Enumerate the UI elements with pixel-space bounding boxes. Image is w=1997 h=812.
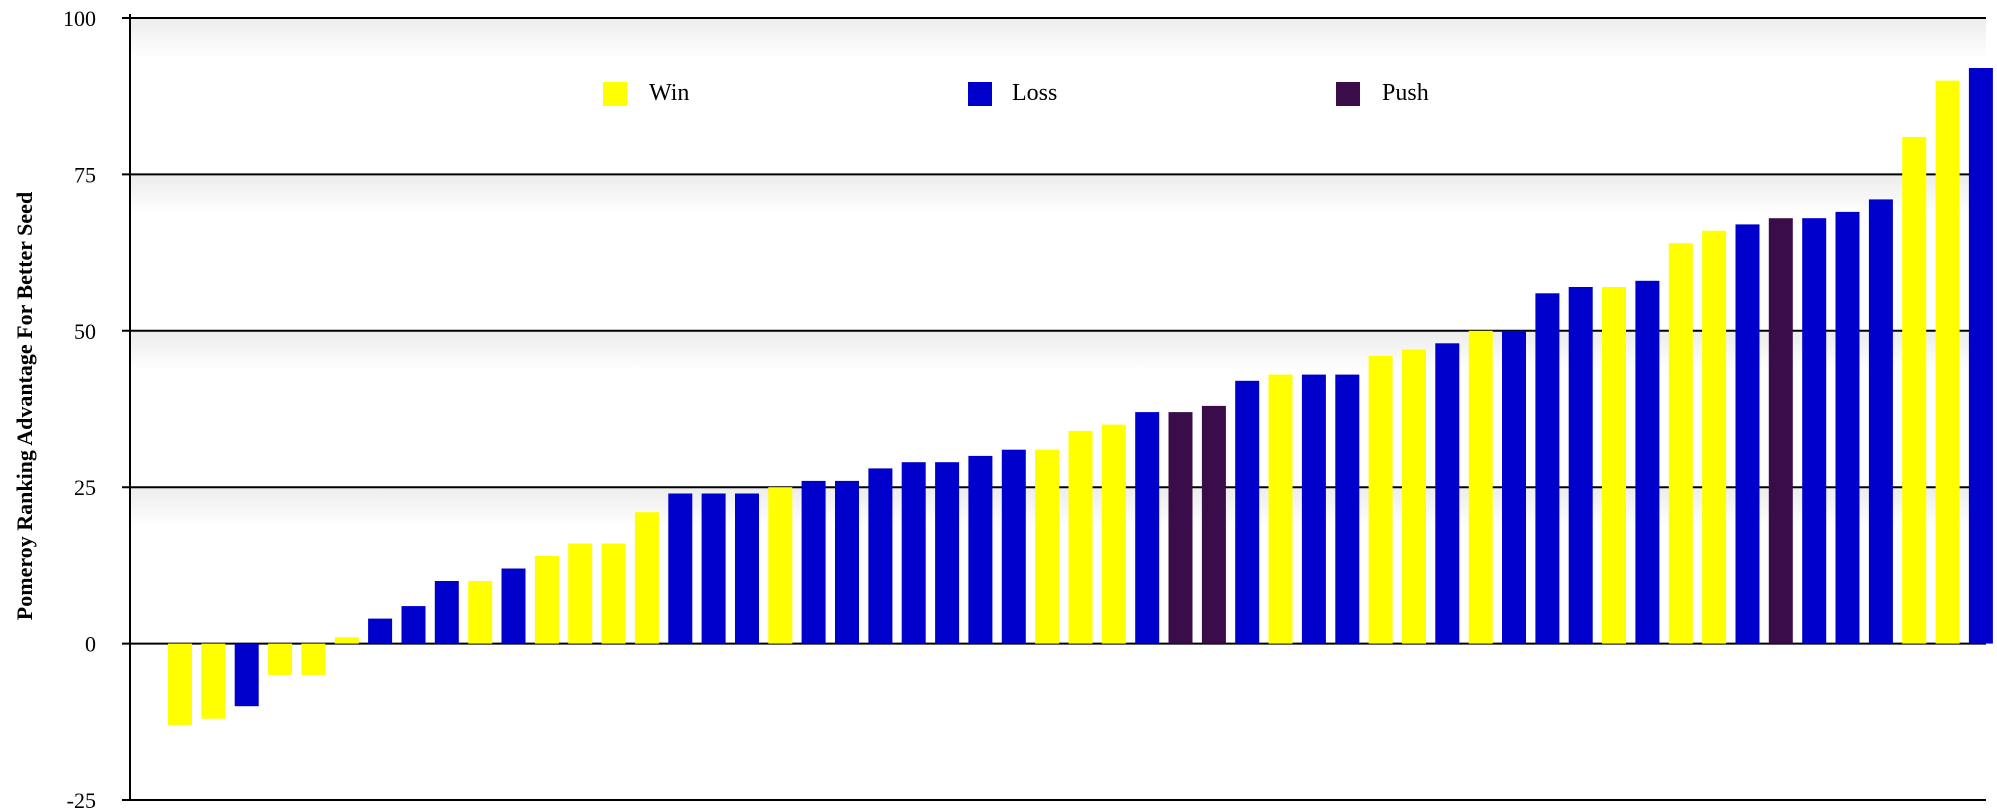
legend-swatch-push: [1336, 82, 1360, 106]
y-tick-label: 0: [85, 632, 96, 657]
bars: [168, 68, 1993, 725]
bar: [601, 543, 626, 644]
grid-band: [130, 18, 1986, 58]
bar: [1802, 218, 1827, 644]
legend-label-push: Push: [1382, 80, 1429, 106]
legend-label-loss: Loss: [1012, 80, 1057, 106]
legend-item-win: Win: [603, 80, 689, 106]
bar: [1835, 211, 1860, 644]
bar: [234, 643, 259, 707]
bar: [1768, 218, 1793, 644]
bar: [401, 606, 426, 644]
bar: [1301, 374, 1326, 644]
y-tick-label: -25: [67, 788, 96, 812]
bar: [501, 568, 526, 644]
bar: [301, 643, 326, 675]
legend-swatch-win: [603, 82, 627, 106]
bar: [1935, 80, 1960, 644]
bar: [668, 493, 693, 644]
bar: [1868, 199, 1893, 644]
bar: [1335, 374, 1360, 644]
bar: [1168, 412, 1193, 644]
bar: [334, 637, 359, 644]
legend: Win Loss Push: [603, 80, 1429, 106]
bar: [968, 455, 993, 644]
bar: [168, 643, 192, 725]
bar: [634, 512, 659, 644]
bar: [268, 643, 293, 675]
y-axis-ticks: -25 0 25 50 75 100: [63, 6, 96, 812]
bar: [1635, 280, 1660, 644]
bar: [1068, 430, 1093, 644]
bar: [768, 487, 793, 644]
bar: [1735, 224, 1760, 644]
y-tick-label: 100: [63, 6, 96, 31]
bar: [801, 480, 826, 644]
bar: [434, 581, 459, 644]
bar: [868, 468, 893, 644]
bar: [835, 480, 859, 644]
bar: [1035, 449, 1060, 644]
legend-label-win: Win: [649, 80, 689, 106]
bar: [1135, 412, 1160, 644]
bar: [1201, 405, 1226, 644]
bar: [1668, 243, 1693, 644]
bar: [1402, 349, 1426, 644]
y-tick-label: 75: [74, 162, 96, 187]
bar: [935, 462, 960, 644]
y-tick-label: 50: [74, 319, 96, 344]
legend-item-push: Push: [1336, 80, 1429, 106]
y-axis-label: Pomeroy Ranking Advantage For Better See…: [12, 192, 37, 620]
bar: [1702, 230, 1727, 644]
bar: [735, 493, 759, 644]
y-tick-label: 25: [74, 475, 96, 500]
bar: [1268, 374, 1293, 644]
bar: [701, 493, 726, 644]
bar: [568, 543, 593, 644]
bar: [1968, 68, 1993, 644]
bar: [201, 643, 226, 719]
bar: [1535, 293, 1560, 644]
bar: [1435, 343, 1460, 644]
bar: [1502, 330, 1526, 644]
bar: [1101, 424, 1126, 644]
bar: [534, 556, 559, 644]
bar: [1902, 136, 1927, 644]
bar: [1568, 287, 1593, 644]
bar: [468, 581, 493, 644]
bar: [1602, 287, 1626, 644]
legend-swatch-loss: [968, 82, 992, 106]
bar: [368, 618, 393, 644]
grid-band: [130, 174, 1986, 215]
bar: [1368, 355, 1393, 644]
bar: [1468, 330, 1493, 644]
bar: [901, 462, 926, 644]
legend-item-loss: Loss: [968, 80, 1057, 106]
bar: [1001, 449, 1026, 644]
bar: [1235, 380, 1260, 644]
